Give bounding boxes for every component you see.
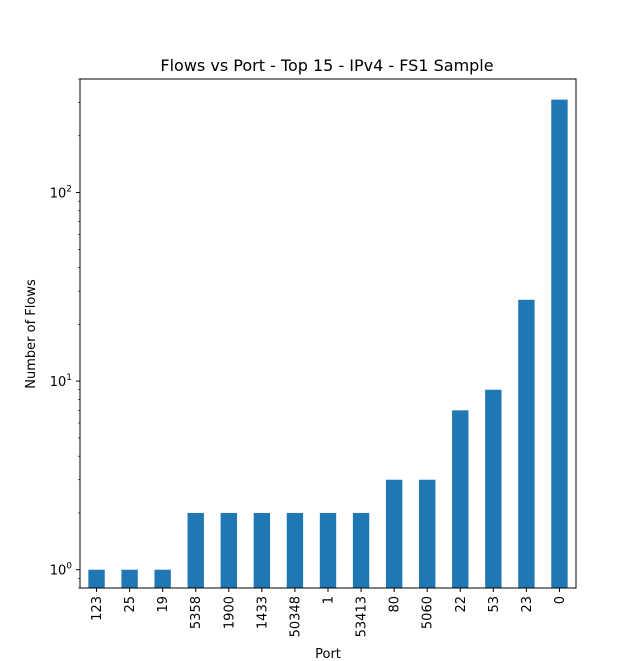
y-tick-label: 101 (50, 373, 72, 390)
x-tick-label: 1433 (255, 596, 270, 629)
bar-port-0 (551, 99, 568, 589)
bar-port-23 (518, 299, 535, 588)
bar-port-53413 (352, 512, 370, 588)
x-tick-label: 123 (90, 596, 105, 621)
x-axis-label: Port (315, 647, 341, 661)
x-tick-label: 80 (388, 596, 403, 613)
bar-port-1433 (253, 512, 271, 588)
bar-port-1 (319, 512, 337, 588)
x-tick-label: 50348 (288, 596, 303, 637)
y-axis-ticks: 100 101 102 (50, 78, 80, 589)
bar-port-80 (385, 479, 403, 588)
x-axis-ticks: 123 25 19 5358 1900 1433 50348 1 53413 80 5060 22 53… (90, 588, 568, 637)
x-tick-label: 1 (322, 596, 337, 604)
x-tick-label: 1900 (222, 596, 237, 629)
chart-title: Flows vs Port - Top 15 - IPv4 - FS1 Samp… (160, 56, 493, 75)
bar-port-25 (121, 569, 138, 588)
y-tick-label: 100 (50, 562, 73, 579)
bar-port-19 (154, 569, 171, 588)
plot-frame (79, 78, 577, 589)
bar-port-123 (88, 569, 105, 588)
x-tick-label: 5358 (189, 596, 204, 629)
bar-port-50348 (286, 512, 304, 588)
x-tick-label: 19 (156, 596, 171, 613)
bar-port-5358 (187, 512, 204, 588)
x-tick-label: 53 (487, 596, 502, 613)
bars-group (88, 99, 568, 589)
bar-port-1900 (220, 512, 237, 588)
x-tick-label: 25 (123, 596, 138, 613)
x-tick-label: 0 (553, 596, 568, 604)
x-tick-label: 5060 (421, 596, 436, 629)
y-axis-label: Number of Flows (24, 279, 39, 389)
x-tick-label: 53413 (355, 596, 370, 637)
x-tick-label: 23 (520, 596, 535, 613)
bar-port-5060 (419, 479, 436, 588)
bar-port-53 (485, 389, 502, 588)
bar-port-22 (452, 410, 469, 588)
x-tick-label: 22 (454, 596, 469, 613)
y-tick-label: 102 (50, 185, 72, 202)
